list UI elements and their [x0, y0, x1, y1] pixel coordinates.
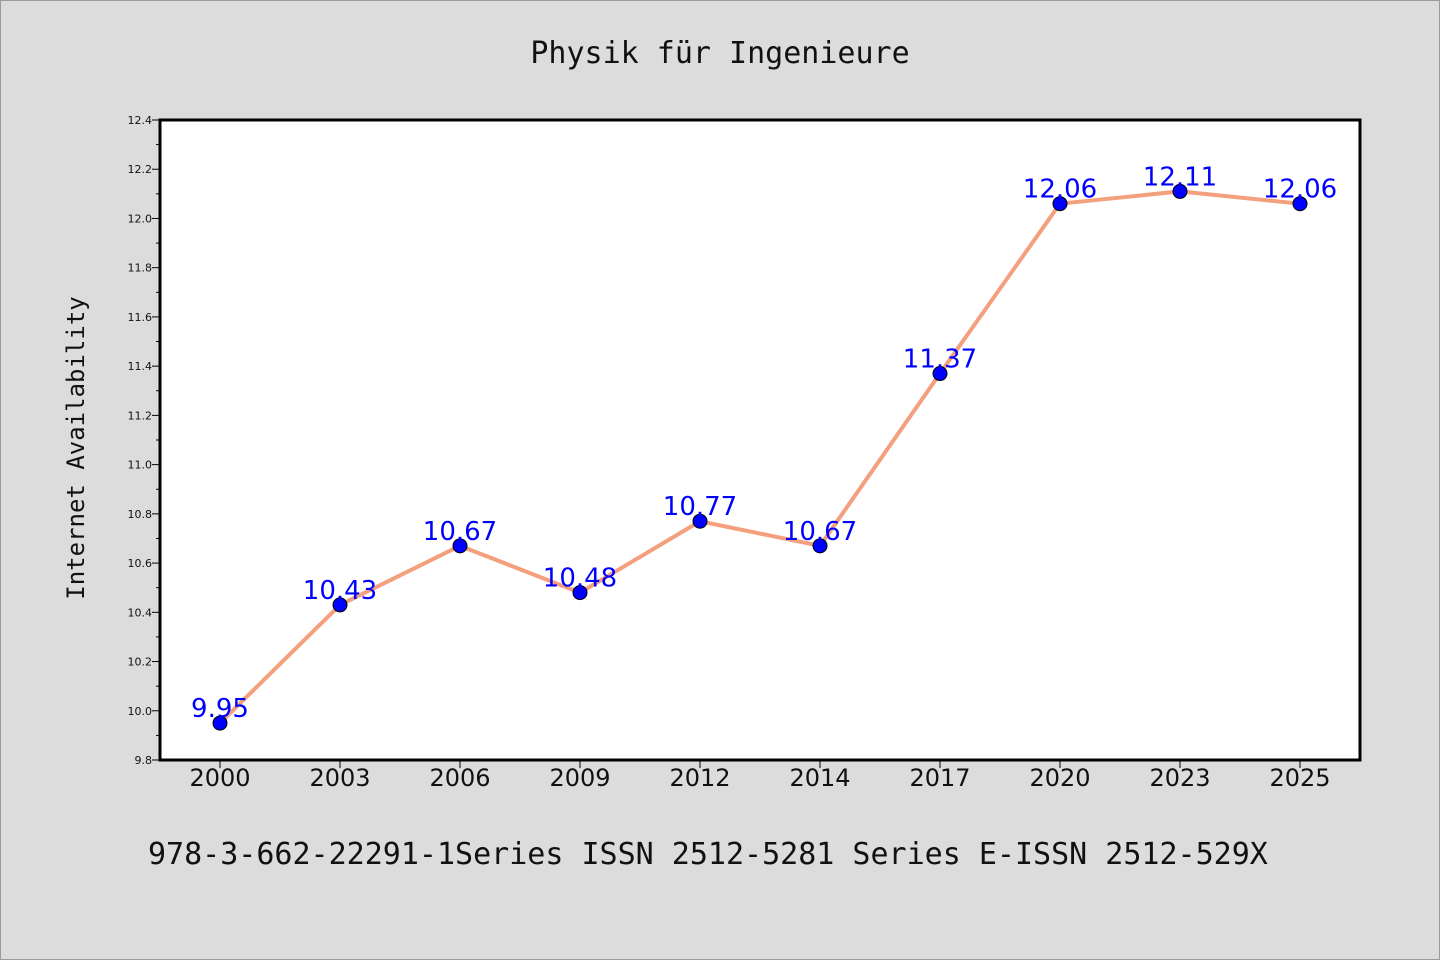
data-point-marker [452, 538, 468, 554]
x-tick-label: 2012 [669, 764, 730, 792]
data-point-marker [692, 513, 708, 529]
y-tick-label: 11.2 [128, 409, 153, 422]
x-tick-label: 2014 [789, 764, 850, 792]
data-point-marker [812, 538, 828, 554]
series-layer [212, 183, 1308, 731]
y-tick-label: 12.4 [128, 114, 153, 127]
data-label: 12.11 [1143, 162, 1217, 192]
y-axis-ticks: 9.8 10.0 10.2 10.4 10.6 10.8 11.0 11.2 11.4 11.6 1… [128, 114, 160, 767]
data-point-marker [332, 597, 348, 613]
y-tick-label: 12.2 [128, 163, 153, 176]
plot-area [158, 118, 1362, 762]
y-axis-label: Internet Availability [62, 296, 90, 599]
x-tick-label: 2020 [1029, 764, 1090, 792]
data-point-marker [212, 715, 228, 731]
x-axis-ticks: 2000 2003 2006 2009 2012 2014 2017 2020 2023 2025 [189, 760, 1331, 792]
y-tick-label: 10.4 [128, 606, 153, 619]
x-tick-label: 2009 [549, 764, 610, 792]
data-label: 12.06 [1263, 175, 1337, 205]
data-label: 9.95 [191, 694, 249, 724]
y-tick-label: 10.8 [128, 508, 153, 521]
y-tick-label: 11.0 [128, 459, 153, 472]
data-label: 10.43 [303, 576, 377, 606]
data-label: 12.06 [1023, 175, 1097, 205]
y-tick-label: 11.4 [128, 360, 153, 373]
data-label: 10.48 [543, 564, 617, 594]
x-tick-label: 2017 [909, 764, 970, 792]
footer-isbn-text: 978-3-662-22291-1Series ISSN 2512-5281 S… [148, 837, 1268, 872]
x-tick-label: 2003 [309, 764, 370, 792]
y-tick-label: 10.6 [128, 557, 153, 570]
series-line [218, 189, 1301, 725]
data-label: 10.67 [423, 517, 497, 547]
data-point-marker [1052, 196, 1068, 212]
data-point-marker [1292, 196, 1308, 212]
data-labels: 9.95 10.43 10.67 10.48 10.77 10.67 11.37 12.06 1… [191, 162, 1337, 724]
data-point-marker [572, 585, 588, 601]
y-tick-label: 10.2 [128, 656, 153, 669]
y-tick-label: 11.6 [128, 311, 153, 324]
data-point-marker [932, 366, 948, 382]
y-tick-label: 10.0 [128, 705, 153, 718]
data-label: 11.37 [903, 345, 977, 375]
x-tick-label: 2025 [1269, 764, 1330, 792]
data-point-marker [1172, 183, 1188, 199]
data-label: 10.67 [783, 517, 857, 547]
x-tick-label: 2000 [189, 764, 250, 792]
chart-title: Physik für Ingenieure [530, 36, 909, 71]
y-tick-label: 11.8 [128, 262, 153, 275]
x-tick-label: 2006 [429, 764, 490, 792]
x-tick-label: 2023 [1149, 764, 1210, 792]
y-tick-label: 9.8 [135, 754, 153, 767]
data-label: 10.77 [663, 492, 737, 522]
y-tick-label: 12.0 [128, 212, 153, 225]
